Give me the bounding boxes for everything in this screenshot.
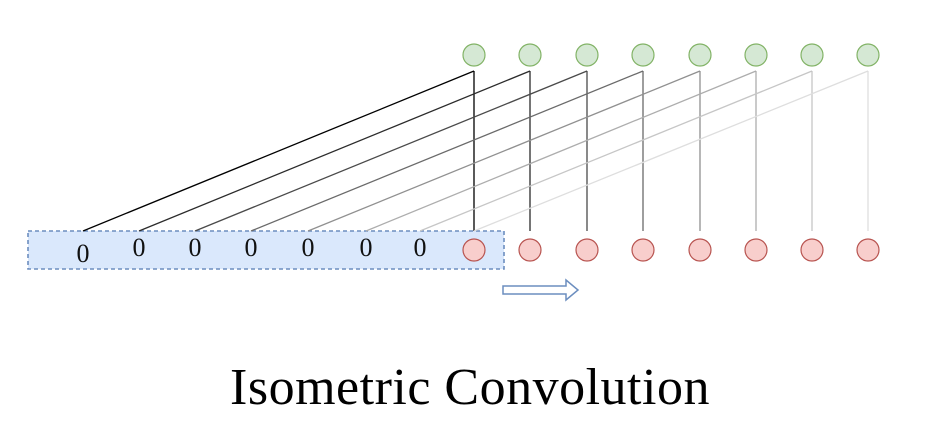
diagonal-connection-line <box>473 70 869 232</box>
diagonal-connection-line <box>419 70 813 232</box>
slide-direction-arrow <box>502 278 580 302</box>
output-node <box>744 43 768 67</box>
input-node <box>856 238 880 262</box>
diagram-title: Isometric Convolution <box>230 359 710 416</box>
input-node <box>631 238 655 262</box>
output-node <box>518 43 542 67</box>
padding-zero-label: 0 <box>245 233 258 262</box>
input-node <box>800 238 824 262</box>
padding-zero-label: 0 <box>77 239 90 268</box>
output-node <box>462 43 486 67</box>
diagonal-connection-line <box>138 70 531 232</box>
connection-lines <box>82 70 869 232</box>
output-node <box>688 43 712 67</box>
padding-zero-label: 0 <box>302 233 315 262</box>
output-node <box>800 43 824 67</box>
diagonal-connection-line <box>82 70 475 232</box>
output-node <box>631 43 655 67</box>
padding-window <box>27 230 505 270</box>
padding-zero-label: 0 <box>414 233 427 262</box>
input-node <box>518 238 542 262</box>
padding-zero-label: 0 <box>360 233 373 262</box>
input-node <box>462 238 486 262</box>
diagonal-connection-line <box>365 70 757 232</box>
padding-zeros: 0 0 0 0 0 0 0 <box>77 233 427 268</box>
output-node <box>856 43 880 67</box>
input-node <box>744 238 768 262</box>
input-node <box>575 238 599 262</box>
diagonal-connection-line <box>194 70 588 232</box>
padding-zero-label: 0 <box>133 233 146 262</box>
input-nodes <box>462 238 880 262</box>
diagonal-connection-line <box>250 70 644 232</box>
output-nodes <box>462 43 880 67</box>
padding-zero-label: 0 <box>189 233 202 262</box>
diagonal-connection-line <box>307 70 701 232</box>
input-node <box>688 238 712 262</box>
output-node <box>575 43 599 67</box>
